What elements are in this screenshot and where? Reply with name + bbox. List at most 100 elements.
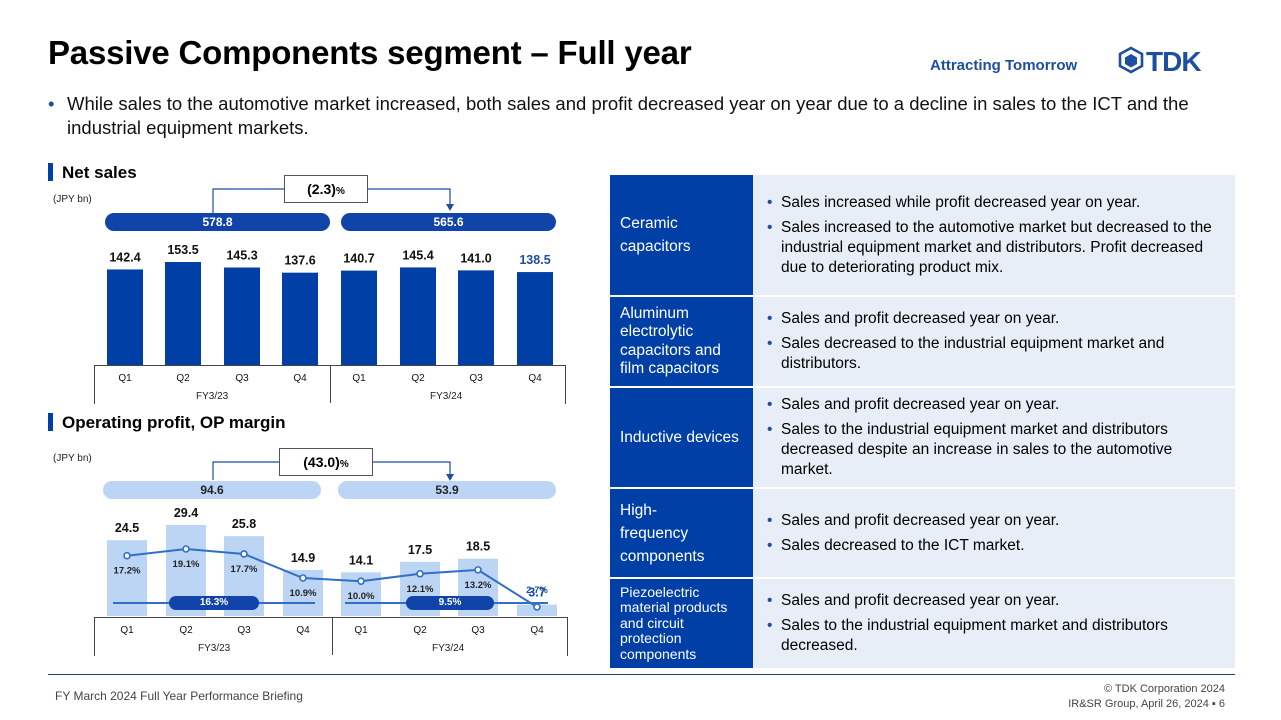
op-margin-point bbox=[416, 569, 424, 578]
op-fy24-label: FY3/24 bbox=[432, 643, 465, 654]
segment-description: Sales and profit decreased year on year.… bbox=[753, 488, 1235, 579]
summary-bullet: • While sales to the automotive market i… bbox=[48, 92, 1238, 140]
op-margin-point bbox=[240, 550, 248, 558]
op-tick-label: Q2 bbox=[179, 625, 193, 636]
footer-title: FY March 2024 Full Year Performance Brie… bbox=[55, 689, 303, 703]
op-arrow-icon bbox=[446, 474, 454, 481]
op-axis-divider bbox=[332, 617, 333, 655]
page-title: Passive Components segment – Full year bbox=[48, 34, 692, 71]
net-sales-axis-divider bbox=[330, 365, 331, 403]
tagline: Attracting Tomorrow bbox=[930, 57, 1078, 74]
net-sales-bar bbox=[165, 262, 201, 365]
segment-name: Aluminum electrolytic capacitors and fil… bbox=[610, 296, 753, 388]
op-value-label: 17.5 bbox=[408, 543, 432, 557]
segment-row: Aluminum electrolytic capacitors and fil… bbox=[610, 296, 1235, 388]
net-sales-tick-label: Q2 bbox=[176, 373, 190, 384]
net-sales-value-label: 137.6 bbox=[284, 254, 315, 268]
op-margin-label: 19.1% bbox=[173, 559, 200, 570]
net-sales-value-label: 140.7 bbox=[343, 252, 374, 266]
net-sales-tick-label: Q4 bbox=[293, 373, 307, 384]
op-unit: (JPY bn) bbox=[53, 453, 92, 464]
op-margin-label: 10.0% bbox=[348, 591, 375, 602]
op-fy23-avg-margin: 16.3% bbox=[169, 596, 259, 610]
op-fy23-label: FY3/23 bbox=[198, 643, 231, 654]
net-sales-bar bbox=[458, 270, 494, 365]
op-margin-label: 12.1% bbox=[407, 584, 434, 595]
net-sales-tick-label: Q4 bbox=[528, 373, 542, 384]
op-margin-line bbox=[126, 547, 538, 608]
op-value-label: 25.8 bbox=[232, 517, 256, 531]
tdk-logo-icon bbox=[1118, 46, 1144, 74]
net-sales-tick-label: Q2 bbox=[411, 373, 425, 384]
segment-row: Piezoelectric material products and circ… bbox=[610, 578, 1235, 670]
segment-point: Sales decreased to the ICT market. bbox=[767, 536, 1227, 556]
net-sales-bar bbox=[282, 272, 318, 365]
segment-point: Sales to the industrial equipment market… bbox=[767, 616, 1227, 656]
segment-point: Sales to the industrial equipment market… bbox=[767, 420, 1227, 480]
op-tick-label: Q4 bbox=[530, 625, 544, 636]
net-sales-tick-label: Q3 bbox=[469, 373, 483, 384]
net-sales-bar bbox=[400, 267, 436, 365]
op-value-label: 14.9 bbox=[291, 551, 315, 565]
footer-divider bbox=[48, 674, 1235, 675]
op-tick-label: Q2 bbox=[413, 625, 427, 636]
net-sales-fy24-total: 565.6 bbox=[341, 213, 556, 231]
segment-description: Sales increased while profit decreased y… bbox=[753, 175, 1235, 297]
summary-text: While sales to the automotive market inc… bbox=[67, 93, 1189, 138]
segment-point: Sales increased to the automotive market… bbox=[767, 218, 1227, 278]
segment-description: Sales and profit decreased year on year.… bbox=[753, 296, 1235, 388]
op-tick-label: Q1 bbox=[120, 625, 134, 636]
bullet-dot-icon: • bbox=[48, 93, 55, 114]
net-sales-tick-label: Q3 bbox=[235, 373, 249, 384]
segment-point: Sales and profit decreased year on year. bbox=[767, 511, 1227, 531]
op-margin-point bbox=[474, 566, 482, 574]
net-sales-bar bbox=[107, 269, 143, 365]
net-sales-bar bbox=[517, 272, 553, 365]
op-fy23-total: 94.6 bbox=[103, 481, 321, 499]
net-sales-bar bbox=[341, 270, 377, 365]
segment-row: Inductive devicesSales and profit decrea… bbox=[610, 387, 1235, 489]
segment-table: Ceramic capacitors Sales increased while … bbox=[610, 175, 1235, 670]
op-value-label: 18.5 bbox=[466, 540, 490, 554]
footer-meta: © TDK Corporation 2024 IR&SR Group, Apri… bbox=[1068, 682, 1225, 712]
net-sales-value-label: 138.5 bbox=[519, 253, 550, 267]
op-margin-label: 13.2% bbox=[465, 580, 492, 591]
section-marker bbox=[48, 163, 53, 181]
net-sales-value-label: 145.4 bbox=[402, 248, 433, 262]
net-sales-unit: (JPY bn) bbox=[53, 194, 92, 205]
segment-point: Sales and profit decreased year on year. bbox=[767, 309, 1227, 329]
net-sales-tick-label: Q1 bbox=[352, 373, 366, 384]
segment-point: Sales and profit decreased year on year. bbox=[767, 591, 1227, 611]
segment-name: High-frequency components bbox=[610, 488, 753, 579]
op-fy24-total: 53.9 bbox=[338, 481, 556, 499]
segment-point: Sales and profit decreased year on year. bbox=[767, 395, 1227, 415]
op-margin-point bbox=[357, 577, 365, 585]
op-margin-label: 10.9% bbox=[290, 588, 317, 599]
op-value-label: 24.5 bbox=[115, 521, 139, 535]
net-sales-value-label: 142.4 bbox=[109, 250, 140, 264]
op-fy24-avg-margin: 9.5% bbox=[406, 596, 494, 610]
op-tick-label: Q4 bbox=[296, 625, 310, 636]
net-sales-fy23-total: 578.8 bbox=[105, 213, 330, 231]
op-margin-point bbox=[533, 603, 541, 611]
op-margin-label: 17.2% bbox=[114, 566, 141, 577]
op-bar bbox=[107, 540, 147, 616]
section-marker bbox=[48, 413, 53, 431]
op-tick-label: Q3 bbox=[471, 625, 485, 636]
segment-point: Sales decreased to the industrial equipm… bbox=[767, 334, 1227, 374]
op-value-label: 29.4 bbox=[174, 506, 198, 520]
segment-point: Sales increased while profit decreased y… bbox=[767, 193, 1227, 213]
segment-name: Piezoelectric material products and circ… bbox=[610, 578, 753, 670]
op-margin-point bbox=[299, 574, 307, 582]
op-heading: Operating profit, OP margin bbox=[48, 413, 286, 433]
segment-name: Ceramic capacitors bbox=[610, 175, 753, 297]
net-sales-fy24-label: FY3/24 bbox=[430, 391, 463, 402]
op-axis-box bbox=[94, 617, 568, 656]
net-sales-arrow-icon bbox=[446, 204, 454, 211]
tdk-logo-text: TDK bbox=[1146, 46, 1201, 74]
segment-name: Inductive devices bbox=[610, 387, 753, 489]
op-value-label: 14.1 bbox=[349, 553, 373, 567]
net-sales-bar bbox=[224, 267, 260, 365]
segment-description: Sales and profit decreased year on year.… bbox=[753, 387, 1235, 489]
op-tick-label: Q1 bbox=[354, 625, 368, 636]
